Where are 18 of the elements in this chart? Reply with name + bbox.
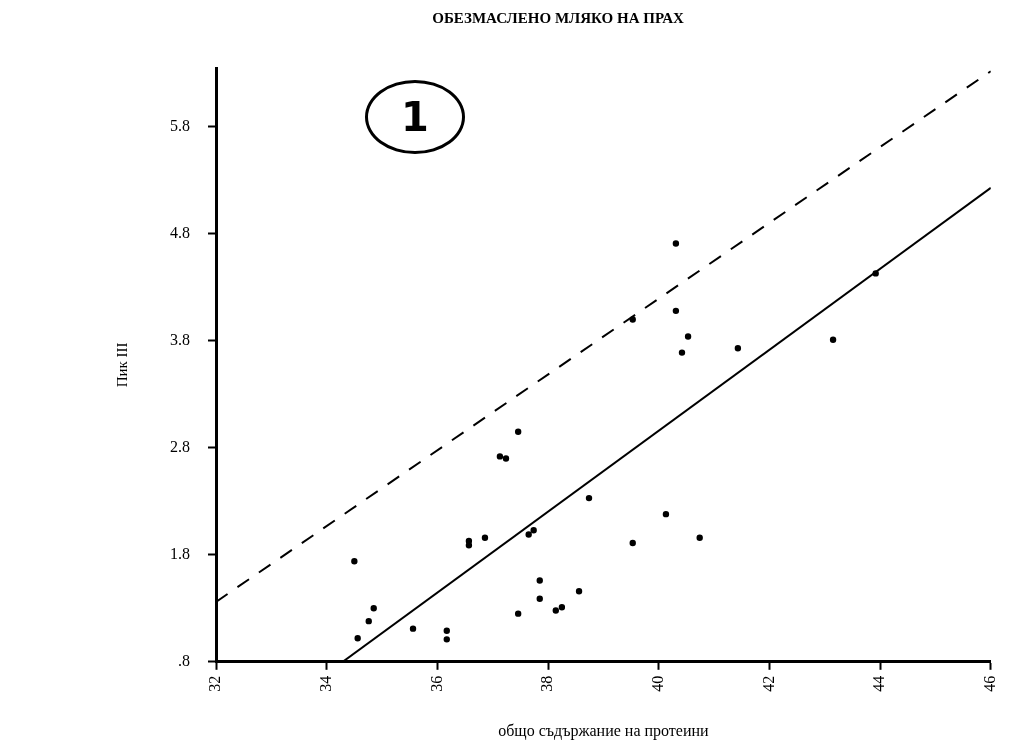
y-tick-label: 1.8 xyxy=(170,545,190,563)
chart-title: ОБЕЗМАСЛЕНО МЛЯКО НА ПРАХ xyxy=(432,9,684,26)
y-tick-label: 5.8 xyxy=(170,117,190,135)
y-tick-label: 4.8 xyxy=(170,224,190,242)
x-tick-label: 42 xyxy=(759,675,777,692)
x-tick-label: 34 xyxy=(316,675,334,692)
y-tick-label: .8 xyxy=(178,652,190,669)
x-tick-label: 40 xyxy=(648,675,666,692)
y-tick-label: 3.8 xyxy=(170,331,190,349)
x-tick-label: 36 xyxy=(427,675,445,692)
y-tick-label: 2.8 xyxy=(170,438,190,456)
x-tick-label: 38 xyxy=(538,675,556,692)
y-axis-title: Пик III xyxy=(113,342,130,388)
x-tick-label: 32 xyxy=(206,675,224,692)
x-tick-label: 46 xyxy=(981,675,998,692)
x-tick-label: 44 xyxy=(870,675,888,692)
circle-outline: 1 xyxy=(365,80,465,154)
x-axis-title: общо съдържание на протеини xyxy=(498,721,710,740)
